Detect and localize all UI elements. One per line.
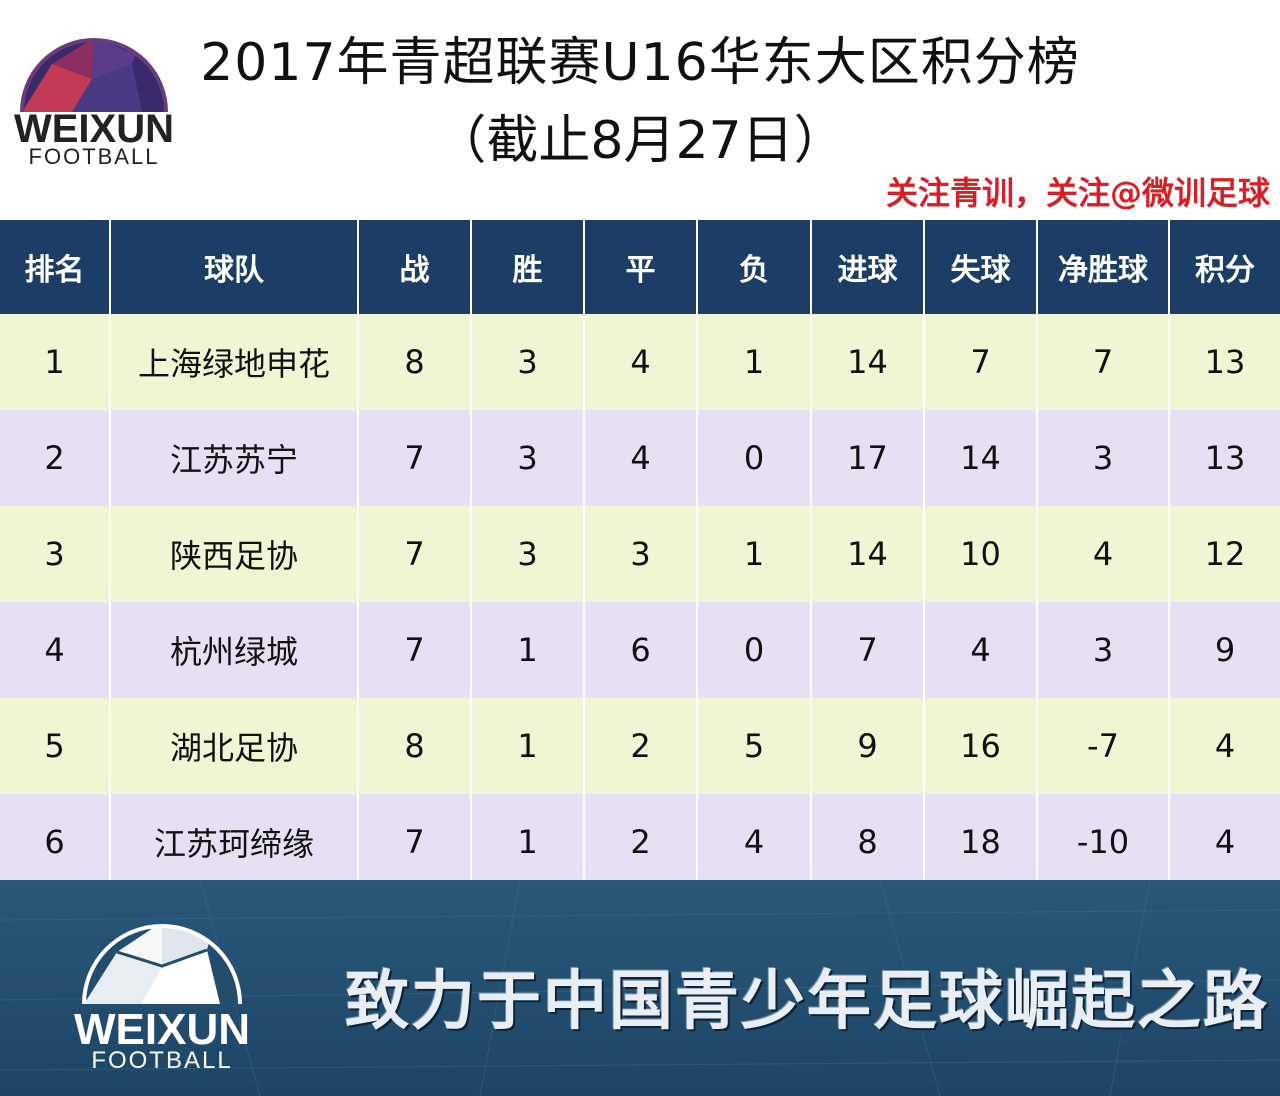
cell-goal-diff: -7 — [1037, 698, 1170, 794]
cell-goals-against: 18 — [924, 794, 1038, 890]
cell-points: 13 — [1169, 314, 1280, 410]
cell-won: 1 — [471, 698, 585, 794]
col-header-goals-for: 进球 — [811, 220, 925, 314]
cell-goal-diff: 3 — [1037, 602, 1170, 698]
cell-won: 3 — [471, 314, 585, 410]
col-header-team: 球队 — [110, 220, 359, 314]
cell-drawn: 4 — [584, 410, 698, 506]
cell-goals-against: 4 — [924, 602, 1038, 698]
header: WEIXUN FOOTBALL 2017年青超联赛U16华东大区积分榜 （截止8… — [0, 0, 1280, 220]
cell-drawn: 4 — [584, 314, 698, 410]
cell-goals-against: 14 — [924, 410, 1038, 506]
cell-lost: 1 — [697, 314, 812, 410]
cell-played: 7 — [358, 794, 472, 890]
cell-goals-against: 7 — [924, 314, 1038, 410]
cell-won: 1 — [471, 602, 585, 698]
col-header-played: 战 — [358, 220, 472, 314]
col-header-lost: 负 — [697, 220, 812, 314]
table-row: 2 江苏苏宁 7 3 4 0 17 14 3 13 — [0, 410, 1280, 506]
cell-lost: 1 — [697, 506, 812, 602]
cell-team: 湖北足协 — [110, 698, 359, 794]
cell-played: 8 — [358, 698, 472, 794]
logo-sub-text: FOOTBALL — [29, 144, 160, 169]
cell-drawn: 3 — [584, 506, 698, 602]
cell-rank: 3 — [0, 506, 111, 602]
cell-points: 4 — [1169, 794, 1280, 890]
table-row: 6 江苏珂缔缘 7 1 2 4 8 18 -10 4 — [0, 794, 1280, 890]
cell-team: 陕西足协 — [110, 506, 359, 602]
table-row: 5 湖北足协 8 1 2 5 9 16 -7 4 — [0, 698, 1280, 794]
cell-won: 1 — [471, 794, 585, 890]
cell-team: 杭州绿城 — [110, 602, 359, 698]
cell-rank: 5 — [0, 698, 111, 794]
cell-played: 8 — [358, 314, 472, 410]
col-header-points: 积分 — [1169, 220, 1280, 314]
col-header-drawn: 平 — [584, 220, 698, 314]
cell-rank: 6 — [0, 794, 111, 890]
footer-pattern — [0, 880, 1280, 1096]
logo-sub-text: FOOTBALL — [91, 1047, 232, 1074]
page-title: 2017年青超联赛U16华东大区积分榜 — [200, 33, 1080, 93]
table-row: 3 陕西足协 7 3 3 1 14 10 4 12 — [0, 506, 1280, 602]
cell-won: 3 — [471, 506, 585, 602]
footer-banner: WEIXUN FOOTBALL 致力于中国青少年足球崛起之路 — [0, 880, 1280, 1096]
col-header-goals-against: 失球 — [924, 220, 1038, 314]
cell-won: 3 — [471, 410, 585, 506]
cell-goals-for: 14 — [811, 314, 925, 410]
logo-brand-text: WEIXUN — [74, 1005, 250, 1054]
cell-played: 7 — [358, 410, 472, 506]
page-subtitle: （截止8月27日） — [434, 111, 846, 171]
cell-goal-diff: 7 — [1037, 314, 1170, 410]
cell-goal-diff: 3 — [1037, 410, 1170, 506]
cell-goals-against: 10 — [924, 506, 1038, 602]
cell-points: 4 — [1169, 698, 1280, 794]
cell-played: 7 — [358, 602, 472, 698]
standings-table: 排名 球队 战 胜 平 负 进球 失球 净胜球 积分 1 上海绿地申花 8 3 … — [0, 220, 1280, 890]
cell-lost: 0 — [697, 602, 812, 698]
table-row: 1 上海绿地申花 8 3 4 1 14 7 7 13 — [0, 314, 1280, 410]
cell-drawn: 2 — [584, 698, 698, 794]
cell-goals-for: 9 — [811, 698, 925, 794]
cell-rank: 2 — [0, 410, 111, 506]
footer-motto: 致力于中国青少年足球崛起之路 — [345, 965, 1269, 1039]
cell-goals-for: 8 — [811, 794, 925, 890]
col-header-goal-diff: 净胜球 — [1037, 220, 1170, 314]
table-header-row: 排名 球队 战 胜 平 负 进球 失球 净胜球 积分 — [0, 220, 1280, 314]
weixun-logo: WEIXUN FOOTBALL — [14, 38, 174, 169]
col-header-rank: 排名 — [0, 220, 111, 314]
cell-team: 江苏苏宁 — [110, 410, 359, 506]
cell-lost: 0 — [697, 410, 812, 506]
cell-played: 7 — [358, 506, 472, 602]
cell-team: 江苏珂缔缘 — [110, 794, 359, 890]
logo-brand-text: WEIXUN — [14, 107, 174, 151]
cell-points: 9 — [1169, 602, 1280, 698]
table-row: 4 杭州绿城 7 1 6 0 7 4 3 9 — [0, 602, 1280, 698]
cell-goal-diff: -10 — [1037, 794, 1170, 890]
cell-rank: 1 — [0, 314, 111, 410]
cell-goals-for: 14 — [811, 506, 925, 602]
cell-drawn: 6 — [584, 602, 698, 698]
follow-text: 关注青训，关注@微训足球 — [885, 174, 1270, 212]
cell-points: 12 — [1169, 506, 1280, 602]
cell-goals-against: 16 — [924, 698, 1038, 794]
cell-team: 上海绿地申花 — [110, 314, 359, 410]
cell-rank: 4 — [0, 602, 111, 698]
weixun-logo-footer: WEIXUN FOOTBALL — [74, 924, 250, 1074]
cell-drawn: 2 — [584, 794, 698, 890]
cell-lost: 4 — [697, 794, 812, 890]
col-header-won: 胜 — [471, 220, 585, 314]
cell-goal-diff: 4 — [1037, 506, 1170, 602]
cell-goals-for: 17 — [811, 410, 925, 506]
cell-lost: 5 — [697, 698, 812, 794]
cell-points: 13 — [1169, 410, 1280, 506]
cell-goals-for: 7 — [811, 602, 925, 698]
